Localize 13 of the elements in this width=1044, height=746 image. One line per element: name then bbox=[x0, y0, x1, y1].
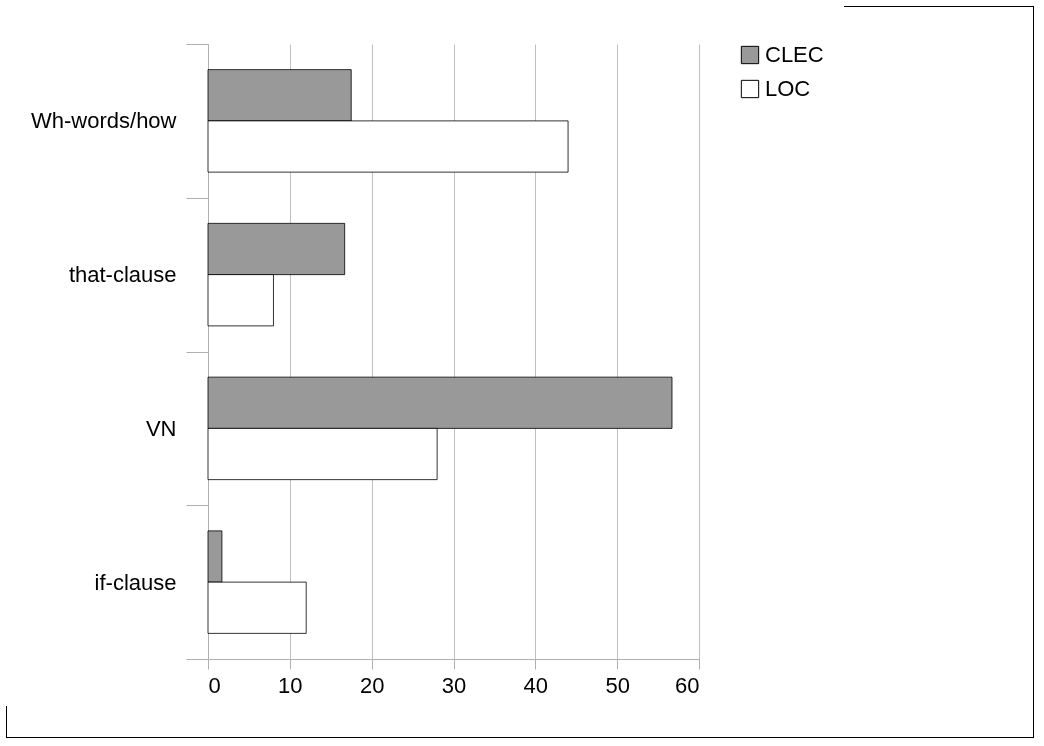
legend-label: LOC bbox=[765, 76, 811, 101]
y-tick-label: Wh-words/how bbox=[31, 108, 177, 134]
x-tick-label: 50 bbox=[605, 672, 630, 698]
legend-label: CLEC bbox=[765, 42, 824, 67]
x-tick-label: 0 bbox=[208, 672, 221, 698]
y-tick-label: if-clause bbox=[94, 569, 177, 595]
y-tick-label: VN bbox=[145, 415, 177, 441]
x-tick-label: 20 bbox=[359, 672, 385, 698]
x-tick-label: 30 bbox=[441, 672, 467, 698]
x-tick-label: 40 bbox=[523, 672, 549, 698]
x-tick-label: 10 bbox=[278, 672, 303, 698]
y-tick-label: that-clause bbox=[68, 262, 177, 288]
x-tick-label: 60 bbox=[675, 672, 700, 698]
